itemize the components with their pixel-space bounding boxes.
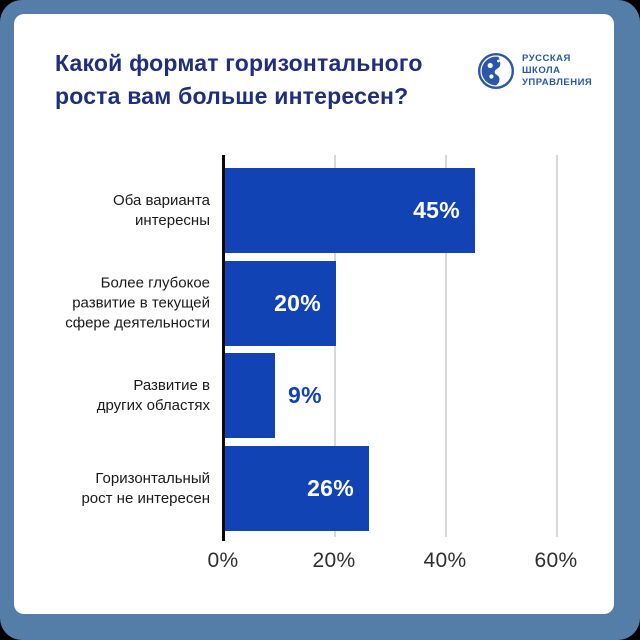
title-line-2: роста вам больше интересен? [55,83,409,110]
brand-logo: РУССКАЯ ШКОЛА УПРАВЛЕНИЯ [477,52,592,90]
category-label-3: Развитие в других областях [30,375,210,416]
bar-segment-2: 20% [225,261,336,346]
chart-card: Какой формат горизонтального роста вам бо… [14,14,614,614]
bar-value-label-4: 26% [307,475,354,501]
page-title: Какой формат горизонтального роста вам бо… [55,47,455,113]
brand-logo-text: РУССКАЯ ШКОЛА УПРАВЛЕНИЯ [522,53,592,89]
category-label-line: сфере деятельности [65,314,210,332]
category-label-1: Оба варианта интересны [30,190,210,231]
globe-logo-icon [477,52,515,90]
bar-row-4: Горизонтальный рост не интересен 26% [14,446,614,531]
logo-line-3: УПРАВЛЕНИЯ [522,77,593,88]
bar-segment-3: 9% [225,353,322,438]
category-label-line: других областях [96,396,210,414]
bar-value-label-1: 45% [413,197,460,223]
gridline-60 [556,155,558,537]
bar-segment-4: 26% [225,446,369,531]
bar-segment-1: 45% [225,168,475,253]
title-line-1: Какой формат горизонтального [55,50,423,76]
category-label-line: Развитие в [133,376,210,394]
x-tick-0: 0% [207,549,239,572]
category-label-line: Горизонтальный [95,469,210,487]
category-label-line: интересны [135,211,210,229]
x-tick-20: 20% [312,549,356,572]
gridline-20 [334,155,336,537]
bar-value-label-2: 20% [274,290,321,316]
category-label-line: Более глубокое [100,274,210,292]
category-label-line: Оба варианта [113,191,210,209]
gridline-40 [445,155,447,537]
bar-row-1: Оба варианта интересны 45% [14,168,614,253]
category-label-line: развитие в текущей [72,294,210,312]
bar-row-3: Развитие в других областях 9% [14,353,614,438]
bar-row-2: Более глубокое развитие в текущей сфере де… [14,261,614,346]
category-label-4: Горизонтальный рост не интересен [30,468,210,509]
logo-line-1: РУССКАЯ [522,53,571,64]
y-axis-line [222,155,225,541]
x-tick-60: 60% [534,549,578,572]
category-label-line: рост не интересен [81,489,210,507]
x-tick-40: 40% [423,549,467,572]
category-label-2: Более глубокое развитие в текущей сфере де… [30,273,210,334]
bar-value-label-3: 9% [288,382,322,408]
logo-line-2: ШКОЛА [522,65,561,76]
